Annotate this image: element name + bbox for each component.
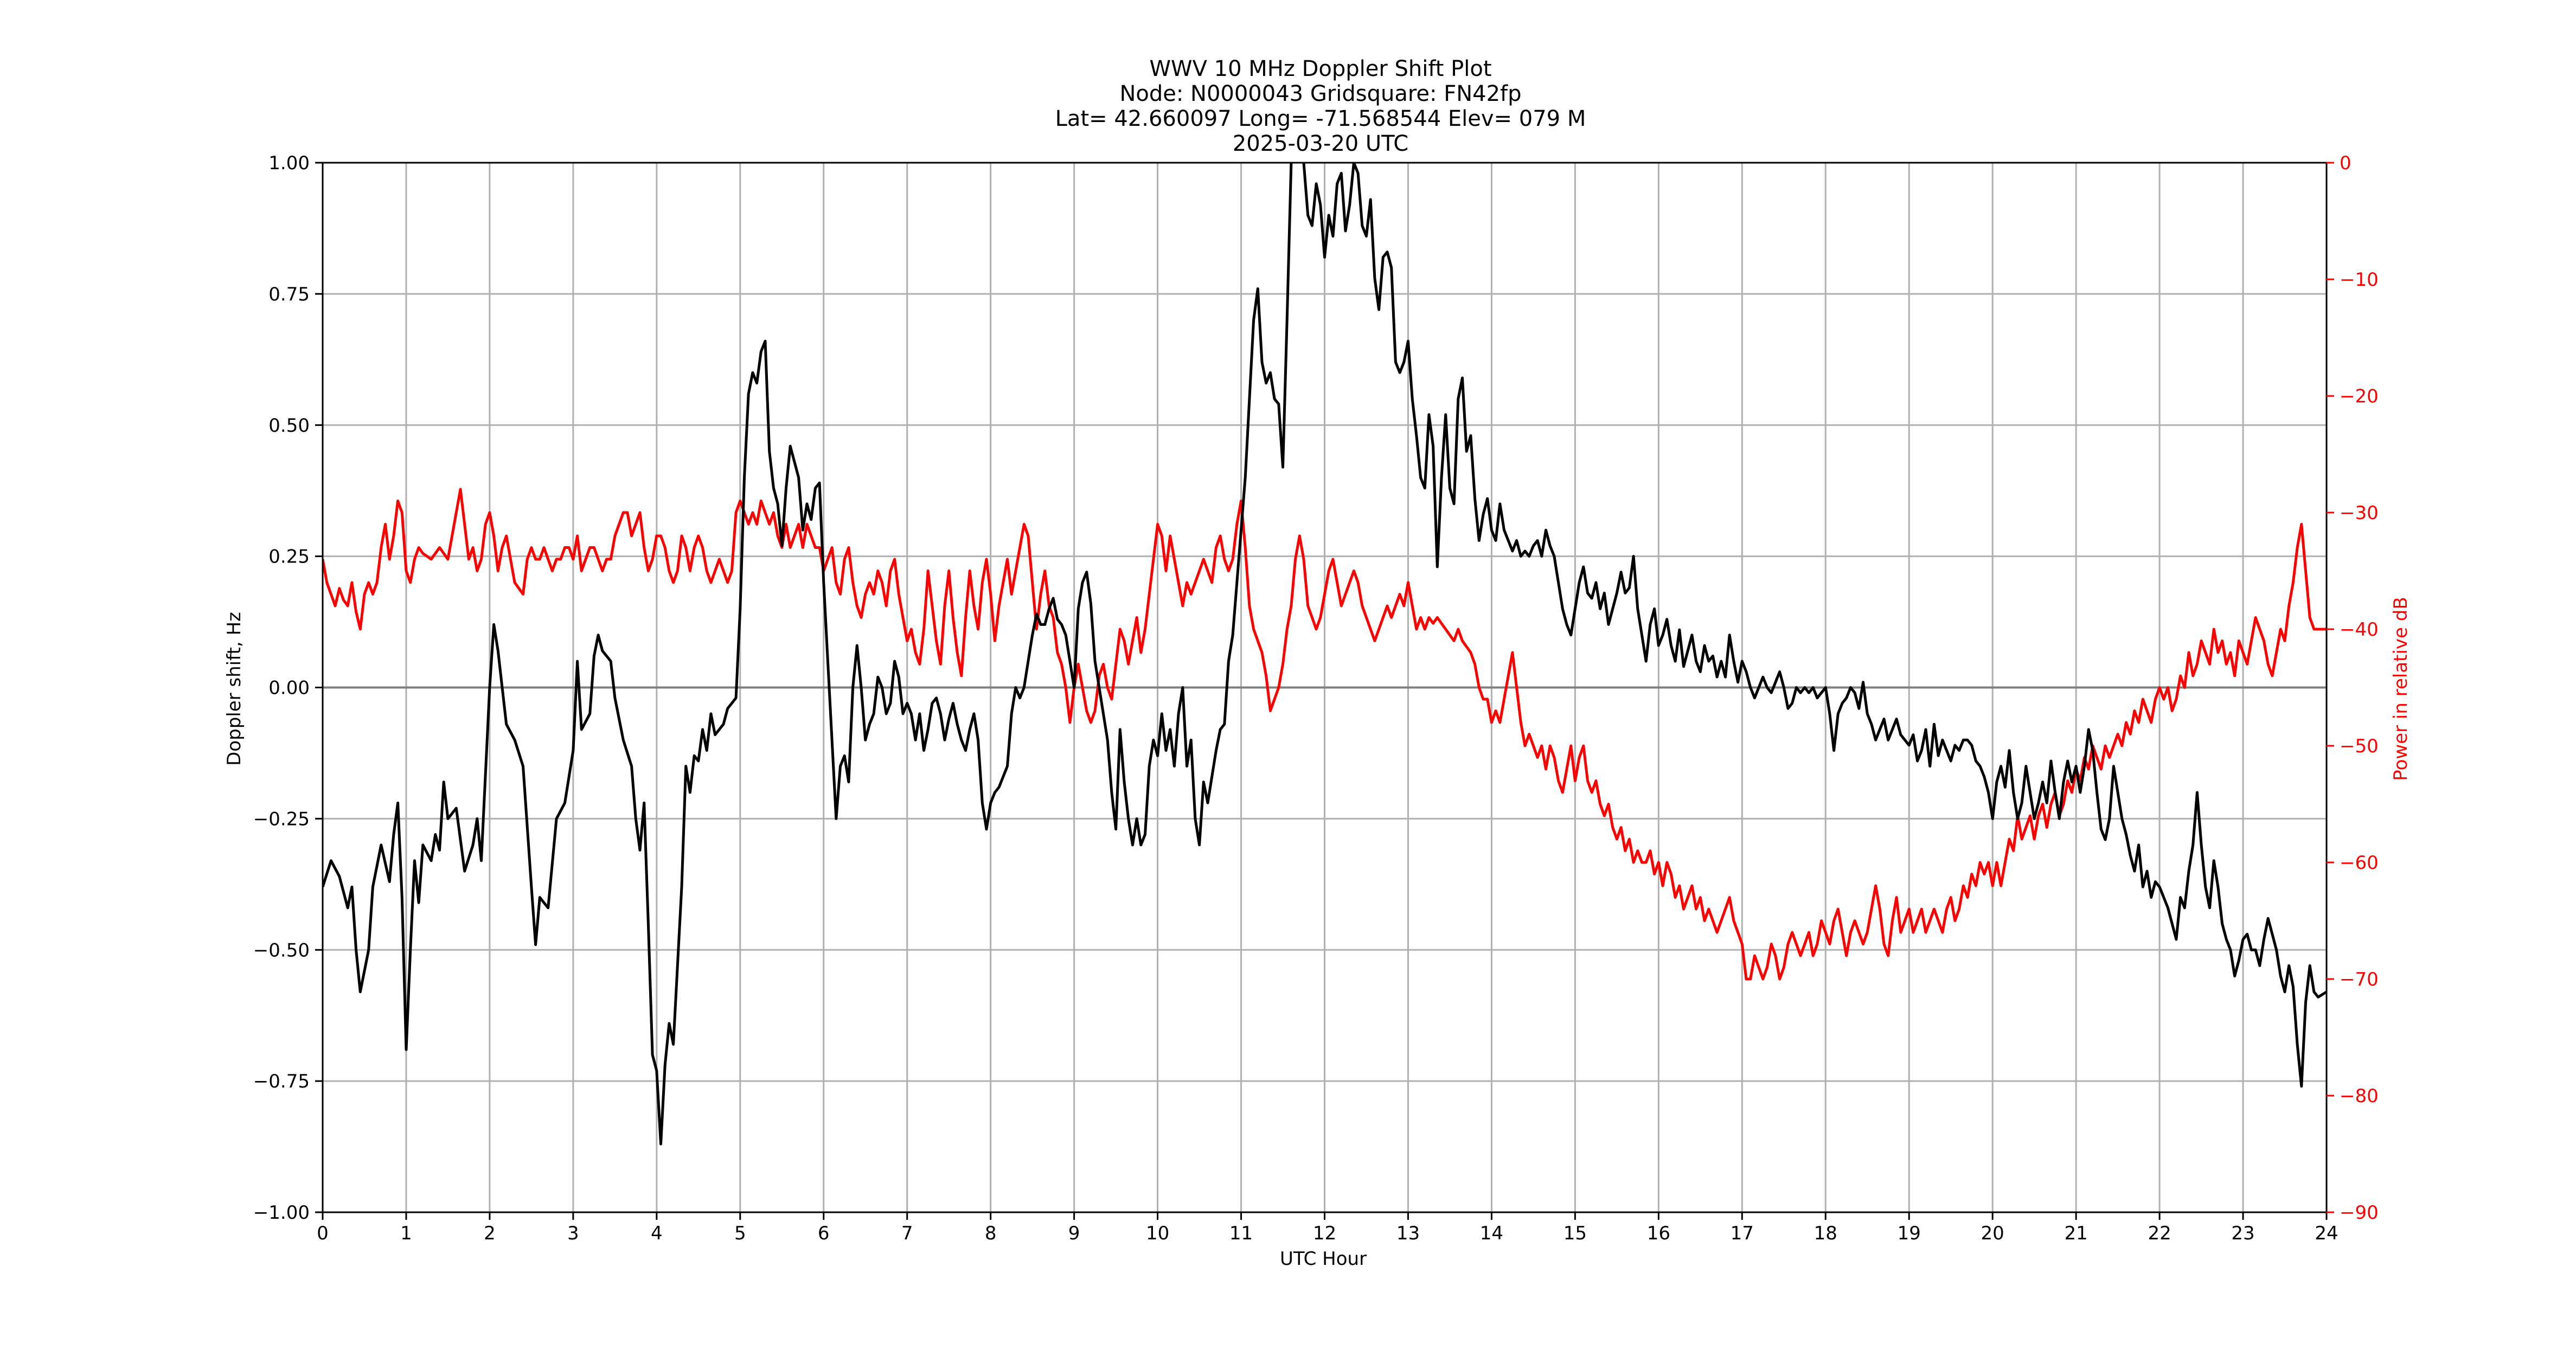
x-tick-label: 14 — [1480, 1223, 1503, 1244]
right-y-tick-label: −10 — [2340, 269, 2379, 291]
title-line-main: WWV 10 MHz Doppler Shift Plot — [1149, 56, 1491, 81]
x-tick-label: 18 — [1814, 1223, 1837, 1244]
x-axis-label: UTC Hour — [1280, 1248, 1367, 1270]
x-tick-label: 17 — [1731, 1223, 1754, 1244]
right-y-tick-label: −80 — [2340, 1085, 2379, 1107]
left-y-tick-label: 1.00 — [268, 152, 310, 174]
right-y-tick-label: −70 — [2340, 969, 2379, 990]
x-tick-label: 12 — [1313, 1223, 1336, 1244]
right-y-tick-label: −40 — [2340, 619, 2379, 641]
right-y-axis-label: Power in relative dB — [2390, 597, 2412, 781]
x-tick-label: 10 — [1146, 1223, 1169, 1244]
left-y-tick-label: 0.50 — [268, 415, 310, 437]
left-y-tick-label: −1.00 — [253, 1202, 310, 1224]
x-tick-label: 20 — [1981, 1223, 2004, 1244]
title-line-location: Lat= 42.660097 Long= -71.568544 Elev= 07… — [1055, 106, 1586, 131]
right-y-tick-label: −90 — [2340, 1202, 2379, 1224]
x-tick-label: 4 — [651, 1223, 663, 1244]
series-doppler-line — [323, 163, 2327, 1146]
x-tick-label: 23 — [2231, 1223, 2254, 1244]
x-tick-label: 0 — [317, 1223, 329, 1244]
left-y-tick-label: −0.75 — [253, 1071, 310, 1092]
right-y-tick-label: −30 — [2340, 502, 2379, 524]
right-y-tick-label: 0 — [2340, 152, 2351, 174]
right-y-axis-ticks: 0 −10 −20 −30 −40 −50 −60 −70 −80 −90 — [2327, 152, 2379, 1224]
x-tick-label: 1 — [400, 1223, 412, 1244]
left-y-tick-label: −0.25 — [253, 808, 310, 830]
left-y-tick-label: −0.50 — [253, 939, 310, 961]
right-y-tick-label: −20 — [2340, 386, 2379, 407]
x-tick-label: 6 — [818, 1223, 830, 1244]
chart-title: WWV 10 MHz Doppler Shift Plot Node: N000… — [1055, 56, 1586, 156]
x-tick-label: 3 — [567, 1223, 579, 1244]
x-tick-label: 7 — [901, 1223, 913, 1244]
plot-area — [323, 163, 2327, 1146]
x-tick-label: 11 — [1229, 1223, 1253, 1244]
left-y-axis-label: Doppler shift, Hz — [223, 612, 245, 766]
left-y-tick-label: 0.75 — [268, 284, 310, 305]
left-y-tick-label: 0.00 — [268, 677, 310, 699]
x-tick-label: 16 — [1647, 1223, 1670, 1244]
x-tick-label: 22 — [2148, 1223, 2171, 1244]
series-power-line — [323, 488, 2327, 981]
x-tick-label: 5 — [734, 1223, 746, 1244]
x-tick-label: 8 — [985, 1223, 997, 1244]
x-tick-label: 15 — [1563, 1223, 1587, 1244]
x-tick-label: 9 — [1068, 1223, 1080, 1244]
title-line-node: Node: N0000043 Gridsquare: FN42fp — [1119, 81, 1521, 106]
x-axis-ticks: 0 1 2 3 4 5 6 7 8 9 10 11 12 13 14 15 16 17 18 19 20 21 22 23 24 — [317, 1212, 2338, 1244]
title-line-date: 2025-03-20 UTC — [1233, 131, 1408, 156]
right-y-tick-label: −60 — [2340, 852, 2379, 874]
left-y-axis-ticks: 1.00 0.75 0.50 0.25 0.00 −0.25 −0.50 −0.75 −1.00 — [253, 152, 323, 1224]
x-tick-label: 24 — [2315, 1223, 2338, 1244]
right-y-tick-label: −50 — [2340, 735, 2379, 757]
x-tick-label: 13 — [1396, 1223, 1420, 1244]
left-y-tick-label: 0.25 — [268, 546, 310, 568]
x-tick-label: 2 — [484, 1223, 496, 1244]
x-tick-label: 21 — [2064, 1223, 2087, 1244]
x-tick-label: 19 — [1898, 1223, 1921, 1244]
